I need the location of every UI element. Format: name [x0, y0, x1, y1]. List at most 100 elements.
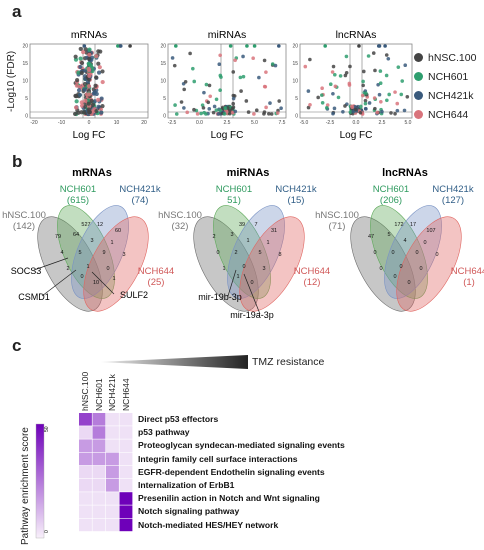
volcano-point	[223, 106, 228, 111]
volcano-point	[100, 69, 105, 74]
volcano-point	[218, 88, 222, 92]
volcano-point	[279, 106, 283, 110]
volcano-point	[364, 107, 368, 111]
volcano-point	[378, 69, 383, 73]
venn-title: mRNAs	[72, 167, 112, 179]
volcano-point	[76, 70, 81, 75]
heatmap-cell	[92, 518, 106, 532]
y-tick-label: 0	[25, 114, 28, 120]
venn-set-ellipse	[239, 216, 305, 312]
volcano-point	[81, 49, 86, 55]
venn-count: 0	[407, 280, 410, 286]
volcano-point	[277, 44, 281, 48]
volcano-plot-3: lncRNAs -5.0 -2.5 0.0 2.5 5.0 0 5 10 15 20 Log FC	[292, 29, 413, 141]
volcano-point	[366, 54, 371, 58]
venn-count: 0	[373, 250, 376, 256]
venn-set-label: hNSC.100	[2, 210, 46, 221]
venn-count: 1	[222, 266, 225, 272]
volcano-point	[77, 92, 83, 98]
volcano-xlabel: Log FC	[211, 130, 244, 141]
heatmap-cell	[92, 426, 106, 439]
volcano-point	[328, 82, 333, 87]
venn-count: 0	[242, 264, 245, 270]
volcano-point	[86, 84, 92, 89]
volcano-point	[264, 105, 268, 110]
volcano-point	[344, 71, 349, 75]
volcano-point	[364, 91, 368, 95]
venn-count: 3	[90, 238, 93, 244]
gene-label: CSMD1	[18, 292, 50, 302]
volcano-point	[399, 92, 404, 97]
volcano-point	[94, 54, 99, 59]
venn-set-label: NCH644	[451, 266, 484, 277]
volcano-point	[373, 68, 377, 73]
volcano-point	[96, 70, 102, 75]
volcano-point	[227, 111, 232, 116]
volcano-point	[273, 63, 278, 68]
heatmap-cell	[119, 465, 133, 479]
volcano-point	[363, 101, 368, 106]
volcano-point	[97, 65, 102, 70]
pathway-label: Presenilin action in Notch and Wnt signa…	[138, 493, 320, 504]
heatmap-cell	[106, 518, 119, 532]
volcano-point	[170, 56, 175, 60]
volcano-point	[252, 44, 257, 48]
volcano-point	[344, 54, 349, 59]
panel-a-label: a	[12, 2, 22, 21]
volcano-point	[94, 75, 99, 80]
x-tick-label: 0.0	[196, 120, 203, 126]
volcano-point	[324, 106, 329, 110]
heatmap-cell	[106, 465, 119, 479]
heatmap-cell	[106, 413, 119, 426]
volcano-point	[206, 100, 211, 105]
volcano-point	[395, 101, 400, 106]
volcano-point	[320, 93, 324, 97]
venn-count: 3	[122, 252, 125, 258]
legend-swatch	[414, 53, 423, 62]
volcano-point	[383, 44, 387, 48]
volcano-point	[275, 111, 280, 115]
x-tick-label: 0.0	[353, 120, 360, 126]
volcano-point	[75, 78, 80, 83]
venn-set-label: (15)	[288, 195, 305, 206]
volcano-point	[128, 44, 132, 48]
volcano-point	[100, 104, 105, 109]
venn-set-label: (127)	[442, 195, 464, 206]
venn-count: 60	[115, 228, 121, 234]
venn-count: 4	[60, 250, 63, 256]
volcano-point	[207, 107, 212, 111]
volcano-point	[359, 104, 363, 109]
venn-count: 527	[81, 222, 90, 228]
volcano-point	[74, 94, 79, 99]
x-tick-label: -10	[58, 120, 65, 126]
volcano-point	[183, 79, 188, 84]
venn-set-label: (71)	[329, 221, 346, 232]
venn-count: 2	[66, 266, 69, 272]
venn-set-label: NCH644	[294, 266, 330, 277]
volcano-legend: hNSC.100 NCH601 NCH421k NCH644	[414, 48, 476, 124]
volcano-point	[320, 86, 324, 91]
volcano-point	[99, 96, 104, 101]
venn-count: 172	[394, 222, 403, 228]
volcano-point	[402, 108, 407, 113]
venn-set-ellipse	[396, 216, 462, 312]
volcano-point	[376, 44, 381, 48]
venn-set-ellipse	[57, 205, 115, 299]
pathway-label: Direct p53 effectors	[138, 414, 219, 424]
heatmap-cell	[92, 465, 106, 479]
venn-title: lncRNAs	[382, 167, 428, 179]
x-tick-label: 20	[141, 120, 147, 126]
volcano-point	[378, 81, 383, 86]
venn-count: 3	[230, 232, 233, 238]
legend-item: hNSC.100	[414, 48, 476, 67]
y-tick-label: 20	[292, 44, 298, 50]
gene-pointer-line	[243, 273, 261, 315]
y-tick-label: 10	[292, 79, 298, 85]
volcano-point	[341, 109, 345, 114]
venn-set-label: (206)	[380, 195, 402, 206]
colorbar	[35, 423, 45, 539]
gene-pointer-line	[91, 271, 115, 295]
volcano-point	[241, 54, 245, 59]
venn-count: 9	[102, 250, 105, 256]
volcano-point	[372, 96, 377, 100]
